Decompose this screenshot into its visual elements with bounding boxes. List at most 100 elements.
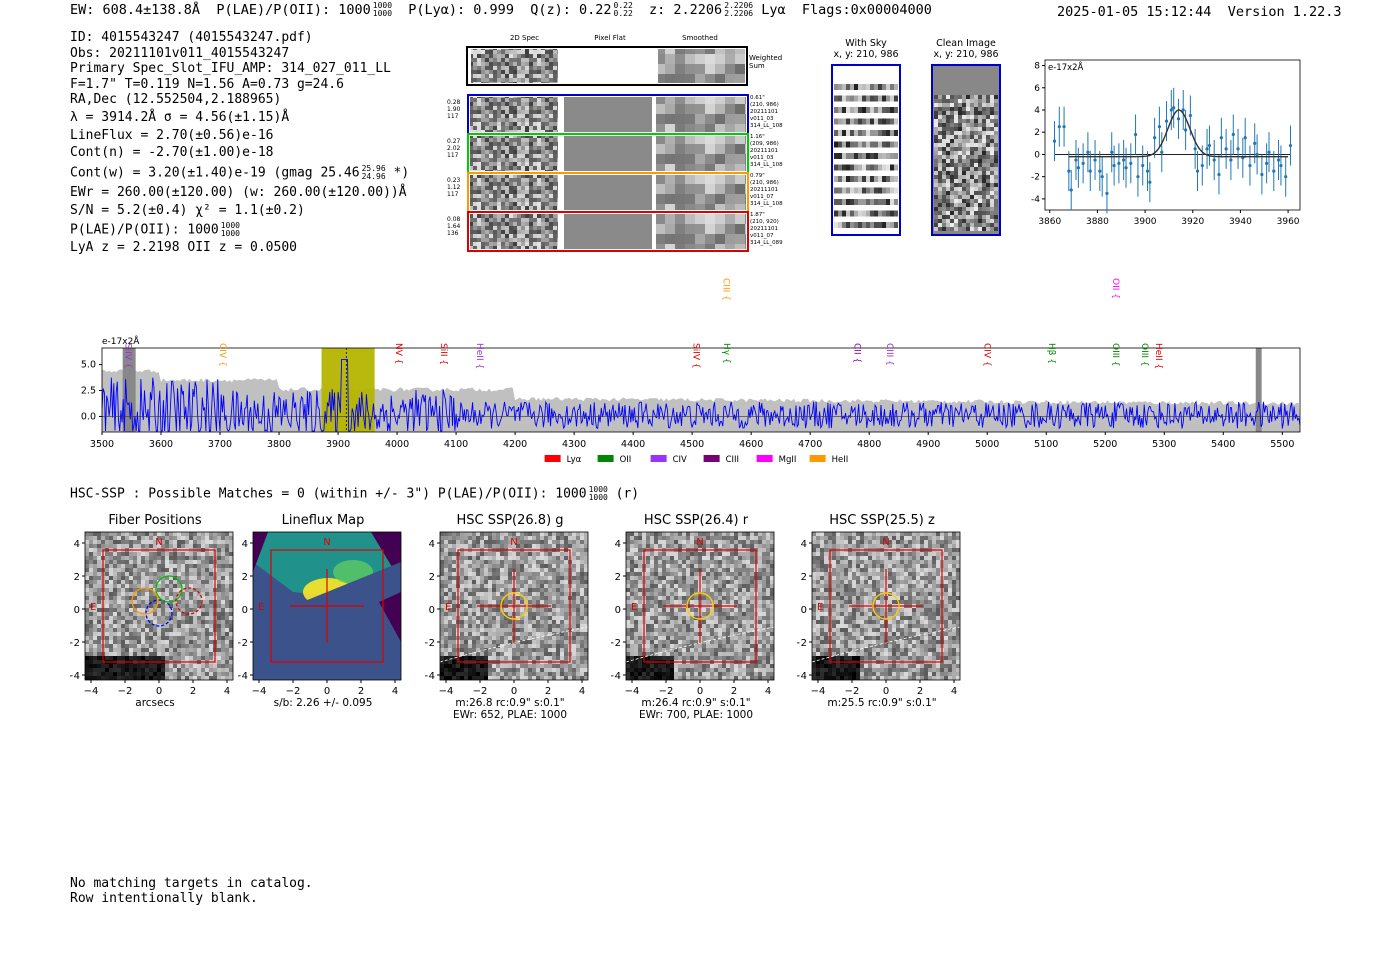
- panel-xtick-label: 0: [511, 686, 517, 697]
- panel-caption-line2: EWr: 652, PLAE: 1000: [452, 709, 568, 721]
- cutout-grid: 2D Spec Pixel Flat Smoothed Weighted Sum: [465, 34, 795, 254]
- header-z: z: 2.2206: [649, 2, 723, 18]
- panel-caption-line1: s/b: 2.26 +/- 0.095: [273, 697, 373, 709]
- row-a: 0.08: [447, 216, 461, 223]
- panel-xtick-label: 4: [224, 686, 230, 697]
- info-contw-end: *): [393, 165, 410, 181]
- row-pixel-flat: [564, 136, 652, 171]
- zoom-point: [1105, 191, 1109, 195]
- row-r5: 314_LL_108: [750, 162, 783, 168]
- panel-ytick-label: −4: [70, 671, 80, 682]
- zoom-xtick-label: 3900: [1134, 217, 1157, 227]
- panel-ytick-label: −2: [611, 638, 621, 649]
- zoom-ytick-label: 6: [1034, 84, 1040, 94]
- panel-image: N E −4 −2 0 2 4 4 2 0 −2 −4: [797, 531, 961, 697]
- legend-swatch: [650, 455, 667, 462]
- panel-ytick-label: 4: [615, 539, 621, 550]
- cutout-col-flat: Pixel Flat: [594, 34, 626, 42]
- zoom-point: [1141, 163, 1145, 168]
- panel-ytick-label: 0: [615, 605, 621, 616]
- spectrum-xtick-label: 5400: [1211, 439, 1235, 450]
- zoom-ytick-label: -4: [1031, 195, 1040, 205]
- row-pixel-flat: [564, 214, 652, 249]
- spectrum-line-mark: HeII {: [1153, 343, 1163, 369]
- row-r4: v011_03: [750, 116, 774, 122]
- row-r4: v011_07: [750, 194, 774, 200]
- panel-xtick-label: 4: [765, 686, 771, 697]
- row-r1: 1.16": [750, 134, 765, 140]
- info-sn: S/N = 5.2(±0.4) χ² = 1.1(±0.2): [70, 203, 305, 219]
- panel-ytick-label: −4: [611, 671, 621, 682]
- header-flags: Flags:0x00004000: [801, 2, 932, 18]
- spectrum-line-mark-label: CIV {: [217, 343, 227, 367]
- clean-header: Clean Image x, y: 210, 986: [912, 38, 1020, 60]
- panel-ytick-label: 0: [242, 605, 248, 616]
- with-sky-frame: [831, 64, 901, 236]
- zoom-ytick-label: 4: [1034, 106, 1040, 116]
- spectrum-xtick-label: 3700: [208, 439, 232, 450]
- panel-xtick-label: 4: [579, 686, 585, 697]
- spectrum-line-mark: HeII {: [474, 343, 484, 369]
- zoom-point: [1188, 113, 1192, 118]
- zoom-point: [1243, 136, 1247, 140]
- header-datetime-version: 2025-01-05 15:12:44 Version 1.22.3: [1057, 4, 1342, 20]
- info-contn: Cont(n) = -2.70(±1.00)e-18: [70, 145, 274, 161]
- spectrum-xtick-label: 3500: [90, 439, 114, 450]
- row-r3: 20211101: [750, 187, 778, 193]
- panel-xtick-label: 0: [156, 686, 162, 697]
- panel-image: N E −4 −2 0 2 4 4 2 0 −2 −4: [611, 531, 775, 697]
- panel-xtick-label: 2: [358, 686, 364, 697]
- header-plae: P(LAE)/P(OII): 1000: [216, 2, 371, 18]
- zoom-point: [1224, 147, 1228, 151]
- spectrum-xtick-label: 5500: [1270, 439, 1294, 450]
- panel-title: HSC SSP(26.4) r: [643, 513, 749, 528]
- cutout-col-2d: 2D Spec: [509, 34, 540, 42]
- zoom-point: [1207, 143, 1212, 148]
- zoom-point: [1164, 119, 1169, 123]
- row-r1: 0.61": [750, 95, 765, 101]
- zoom-point: [1279, 163, 1283, 168]
- header-qz-hi: 0.22: [613, 1, 633, 10]
- spectrum-ytick-label: 2.5: [81, 386, 96, 397]
- hsc-text: HSC-SSP : Possible Matches = 0 (within +…: [70, 486, 587, 502]
- panel-caption: m:25.5 rc:0.9" s:0.1": [797, 697, 967, 709]
- row-right-label: 0.61" (210, 986) 20211101 v011_03 314_LL_108: [750, 95, 783, 130]
- row-right-label: 1.87" (210, 920) 20211101 v011_07 314_LL_089: [750, 212, 783, 247]
- zoom-point: [1276, 158, 1281, 162]
- hsc-lo: 1000: [588, 493, 608, 502]
- spectrum-line-mark: Hγ {: [721, 343, 731, 364]
- hsc-hi: 1000: [588, 485, 608, 494]
- spectrum-line-mark: CIII {: [720, 278, 730, 301]
- spectrum-line-mark: SiIV {: [123, 343, 133, 369]
- panel-box: [457, 549, 571, 663]
- panel-east-label: E: [90, 602, 96, 613]
- lineflux-right: [379, 592, 401, 642]
- row-left-label: 0.27 2.02 117: [447, 138, 460, 159]
- legend-swatch: [756, 455, 773, 462]
- zoom-point: [1184, 128, 1188, 132]
- spectrum-line-mark-label: HeII {: [1153, 343, 1163, 369]
- cutout-canvas: [466, 46, 749, 252]
- panel-xtick-label: 4: [951, 686, 957, 697]
- spectrum-line-mark: Hβ {: [1046, 343, 1056, 364]
- spectrum-line-mark: CII {: [851, 343, 861, 363]
- row-pixel-flat: [564, 175, 652, 210]
- zoom-point: [1169, 108, 1173, 112]
- zoom-point: [1145, 169, 1150, 173]
- spectrum-line-mark-label: CII {: [851, 343, 861, 363]
- fiber-orange: [131, 587, 159, 615]
- panel-box: [643, 549, 757, 663]
- header-plya: P(Lyα): 0.999: [408, 2, 514, 18]
- legend-label: CIII: [726, 455, 739, 465]
- spectrum-xtick-label: 4500: [680, 439, 704, 450]
- row-r4: v011_03: [750, 155, 774, 161]
- zoom-point: [1069, 188, 1073, 192]
- legend-label: Lyα: [567, 455, 582, 465]
- zoom-point: [1062, 125, 1066, 129]
- row-2d-spec: [470, 214, 558, 249]
- fiber-blue: [145, 599, 173, 627]
- zoom-xtick-label: 3880: [1086, 217, 1109, 227]
- panel-east-label: E: [258, 602, 264, 613]
- panel-ytick-label: 2: [242, 572, 248, 583]
- spectrum-xtick-label: 4800: [857, 439, 881, 450]
